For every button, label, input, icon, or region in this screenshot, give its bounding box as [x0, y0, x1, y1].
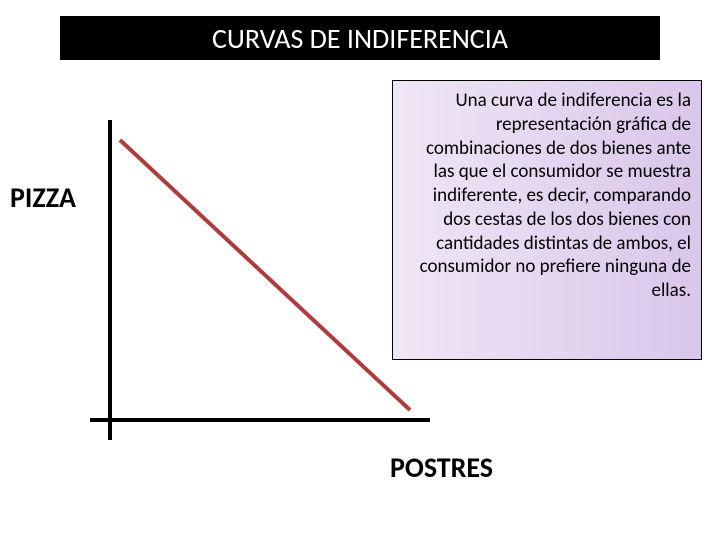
x-axis-label: POSTRES [390, 450, 493, 485]
page-title: CURVAS DE INDIFERENCIA [212, 21, 508, 56]
y-axis-label: PIZZA [10, 180, 76, 215]
indifference-chart [90, 120, 430, 440]
definition-text: Una curva de indiferencia es la represen… [403, 89, 691, 303]
definition-box: Una curva de indiferencia es la represen… [392, 80, 702, 360]
title-bar: CURVAS DE INDIFERENCIA [60, 16, 660, 60]
indifference-curve [120, 140, 410, 410]
chart-svg [90, 120, 430, 440]
